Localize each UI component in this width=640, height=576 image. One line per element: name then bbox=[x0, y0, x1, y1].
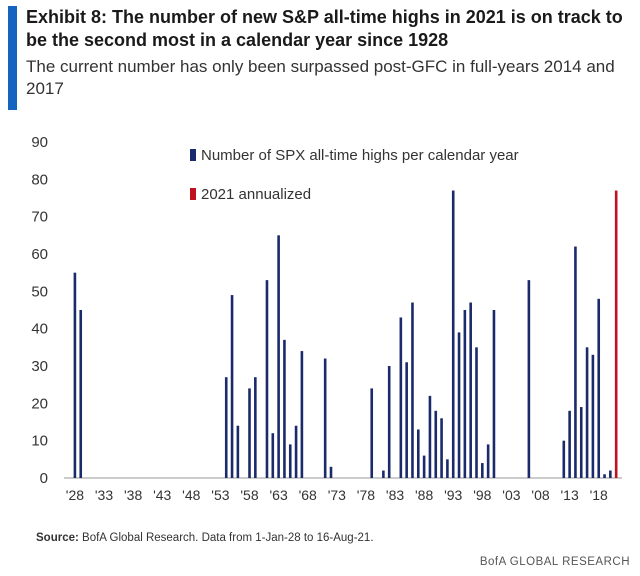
y-tick-label: 30 bbox=[31, 358, 48, 375]
y-tick-label: 50 bbox=[31, 283, 48, 300]
bar bbox=[603, 474, 606, 478]
bar bbox=[329, 466, 333, 478]
brand-footer: BofA GLOBAL RESEARCH bbox=[479, 556, 630, 568]
bar bbox=[387, 366, 391, 478]
x-axis: '28 '33 '38 '43 '48 '53 '58 '63 '68 '73 '78 '83 '88 '… bbox=[64, 477, 622, 500]
y-tick-label: 40 bbox=[31, 321, 48, 338]
bar bbox=[248, 388, 251, 478]
bar-chart: 0 10 20 30 40 50 60 70 80 90 '28 '33 '38 '43 '48 '53 '5… bbox=[31, 134, 622, 500]
source-note: Source: BofA Global Research. Data from … bbox=[36, 532, 374, 544]
x-tick-label: '53 bbox=[211, 487, 229, 500]
bar bbox=[79, 310, 83, 478]
bar bbox=[288, 444, 292, 478]
legend-label: 2021 annualized bbox=[201, 186, 311, 203]
x-tick-label: '03 bbox=[502, 487, 520, 500]
bar bbox=[579, 407, 583, 478]
bar bbox=[399, 317, 403, 478]
y-tick-label: 10 bbox=[31, 433, 48, 450]
bar bbox=[574, 246, 577, 478]
bar bbox=[475, 347, 478, 478]
y-tick-label: 80 bbox=[31, 171, 48, 188]
bar bbox=[434, 410, 438, 478]
legend: Number of SPX all-time highs per calenda… bbox=[190, 147, 519, 203]
bar bbox=[382, 470, 385, 478]
bar bbox=[422, 455, 426, 478]
x-tick-label: '98 bbox=[473, 487, 491, 500]
x-tick-label: '38 bbox=[124, 487, 142, 500]
x-tick-label: '83 bbox=[386, 487, 404, 500]
bar bbox=[283, 339, 286, 478]
x-tick-label: '18 bbox=[590, 487, 608, 500]
bar bbox=[527, 280, 531, 478]
x-tick-label: '78 bbox=[357, 487, 375, 500]
source-label: Source: bbox=[36, 532, 79, 544]
y-tick-label: 20 bbox=[31, 395, 48, 412]
bar bbox=[614, 190, 618, 478]
y-tick-label: 60 bbox=[31, 246, 48, 263]
bar bbox=[230, 295, 234, 478]
bar bbox=[440, 418, 443, 478]
y-axis: 0 10 20 30 40 50 60 70 80 90 bbox=[31, 134, 48, 487]
bar bbox=[562, 440, 566, 478]
legend-swatch bbox=[190, 149, 196, 161]
bar bbox=[486, 444, 490, 478]
bar bbox=[597, 298, 601, 478]
bar bbox=[568, 410, 571, 478]
bar bbox=[469, 302, 472, 478]
x-tick-label: '43 bbox=[153, 487, 171, 500]
x-tick-label: '73 bbox=[328, 487, 346, 500]
bar bbox=[428, 395, 432, 478]
bar bbox=[254, 377, 257, 478]
bar bbox=[300, 351, 304, 478]
bar bbox=[457, 332, 461, 478]
bar bbox=[411, 302, 414, 478]
bar bbox=[609, 470, 612, 478]
bar bbox=[277, 235, 280, 478]
x-tick-label: '88 bbox=[415, 487, 433, 500]
bar bbox=[446, 459, 449, 478]
bar bbox=[73, 272, 77, 478]
y-tick-label: 0 bbox=[40, 470, 48, 487]
bar bbox=[481, 463, 484, 478]
x-tick-label: '58 bbox=[240, 487, 258, 500]
bar bbox=[236, 425, 240, 478]
bar bbox=[265, 280, 269, 478]
bar bbox=[585, 347, 589, 478]
legend-swatch bbox=[190, 188, 196, 200]
legend-label: Number of SPX all-time highs per calenda… bbox=[201, 147, 519, 164]
y-tick-label: 90 bbox=[31, 134, 48, 151]
exhibit-subtitle: The current number has only been surpass… bbox=[26, 57, 615, 98]
accent-bar bbox=[8, 6, 17, 110]
x-tick-label: '68 bbox=[299, 487, 317, 500]
source-text: BofA Global Research. Data from 1-Jan-28… bbox=[82, 532, 374, 544]
y-tick-label: 70 bbox=[31, 209, 48, 226]
x-tick-label: '63 bbox=[269, 487, 287, 500]
bar bbox=[271, 433, 275, 478]
bar bbox=[492, 310, 496, 478]
bar bbox=[294, 425, 298, 478]
bar bbox=[463, 310, 467, 478]
bars bbox=[73, 190, 618, 478]
bar bbox=[405, 362, 408, 478]
bar bbox=[370, 388, 374, 478]
x-tick-label: '93 bbox=[444, 487, 462, 500]
x-tick-label: '08 bbox=[531, 487, 549, 500]
x-tick-label: '13 bbox=[560, 487, 578, 500]
bar bbox=[416, 429, 420, 478]
exhibit-title: Exhibit 8: The number of new S&P all-tim… bbox=[26, 7, 623, 50]
x-tick-label: '48 bbox=[182, 487, 200, 500]
bar bbox=[591, 354, 595, 478]
bar bbox=[323, 358, 327, 478]
bar bbox=[224, 377, 228, 478]
bar bbox=[451, 190, 455, 478]
x-tick-label: '28 bbox=[66, 487, 84, 500]
x-tick-label: '33 bbox=[95, 487, 113, 500]
